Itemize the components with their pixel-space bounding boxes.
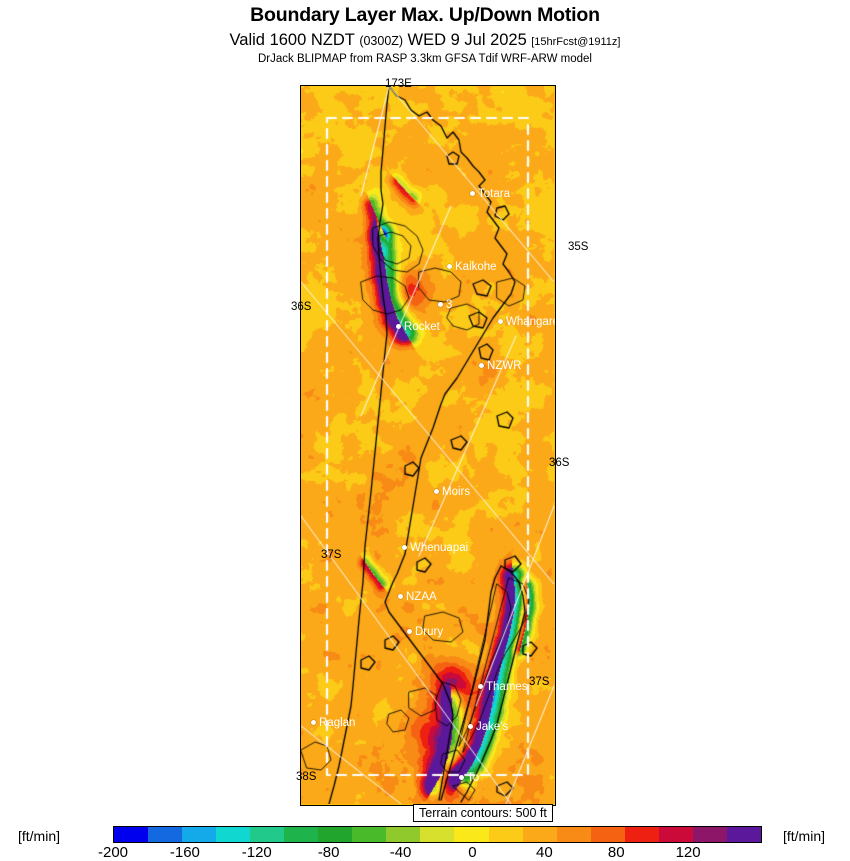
- map-raster: [301, 86, 554, 804]
- valid-time: Valid 1600 NZDT: [229, 31, 355, 49]
- colorbar-swatch: [556, 827, 591, 842]
- colorbar-swatch: [318, 827, 353, 842]
- colorbar-swatch: [114, 827, 149, 842]
- colorbar-tick-label: 120: [675, 844, 701, 861]
- valid-utc: (0300Z): [359, 34, 404, 48]
- colorbar-swatch: [590, 827, 625, 842]
- graticule-label: 35S: [568, 241, 589, 253]
- colorbar-swatch: [726, 827, 761, 842]
- colorbar-swatch: [488, 827, 523, 842]
- colorbar-swatch: [658, 827, 693, 842]
- colorbar-swatch: [692, 827, 727, 842]
- colorbar-tick-label: -40: [389, 844, 412, 861]
- graticule-label: 37S: [529, 676, 550, 688]
- colorbar-unit-right: [ft/min]: [783, 828, 826, 844]
- colorbar-swatch: [420, 827, 455, 842]
- terrain-contour-legend: Terrain contours: 500 ft: [413, 804, 553, 822]
- colorbar-swatch: [216, 827, 251, 842]
- colorbar-tick-label: -120: [241, 844, 272, 861]
- colorbar-swatch: [386, 827, 421, 842]
- colorbar-tick-label: -80: [317, 844, 340, 861]
- graticule-label: 38S: [296, 771, 317, 783]
- colorbar-tick-label: -200: [97, 844, 129, 861]
- validity-line: Valid 1600 NZDT (0300Z) WED 9 Jul 2025 […: [0, 31, 850, 50]
- colorbar-swatch: [624, 827, 659, 842]
- model-line: DrJack BLIPMAP from RASP 3.3km GFSA Tdif…: [257, 53, 592, 65]
- colorbar-swatch: [522, 827, 557, 842]
- forecast-map[interactable]: TotaraKaikohe3WhangareiRocketNZWRMoirsWh…: [300, 85, 556, 806]
- valid-date: WED 9 Jul 2025: [407, 31, 527, 49]
- graticule-label: 173E: [385, 78, 412, 90]
- colorbar-swatch: [182, 827, 217, 842]
- colorbar-tick-label: -160: [169, 844, 200, 861]
- colorbar-tick-label: 40: [535, 844, 553, 861]
- graticule-label: 36S: [549, 457, 570, 469]
- colorbar-swatch: [148, 827, 183, 842]
- graticule-label: 37S: [321, 549, 342, 561]
- colorbar-swatches: [113, 826, 762, 843]
- title-block: Boundary Layer Max. Up/Down Motion Valid…: [0, 0, 850, 65]
- page-title: Boundary Layer Max. Up/Down Motion: [250, 4, 600, 26]
- colorbar: [ft/min] [ft/min] -200 -160 -120 -80 -40 0 40 8…: [0, 826, 850, 861]
- colorbar-swatch: [284, 827, 319, 842]
- colorbar-swatch: [352, 827, 387, 842]
- colorbar-swatch: [454, 827, 489, 842]
- graticule-label: 36S: [291, 301, 312, 313]
- forecast-tag: [15hrFcst@1911z]: [531, 36, 621, 48]
- colorbar-swatch: [250, 827, 285, 842]
- colorbar-tick-label: 0: [468, 844, 477, 861]
- colorbar-unit-left: [ft/min]: [18, 828, 61, 844]
- colorbar-tick-label: 80: [607, 844, 625, 861]
